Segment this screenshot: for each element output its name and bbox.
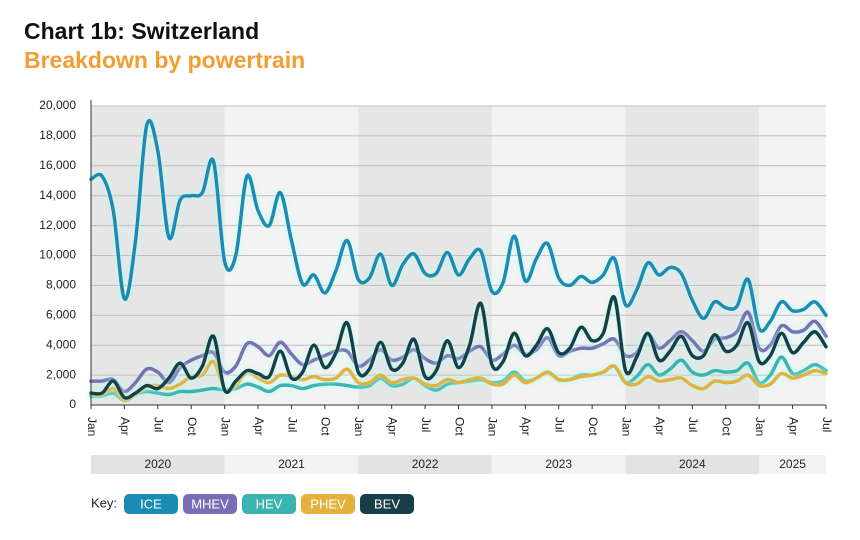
- year-label: 2024: [679, 457, 706, 471]
- legend-title: Key:: [91, 495, 117, 510]
- x-tick-label: Jan: [619, 417, 633, 436]
- x-tick-label: Jul: [686, 417, 700, 432]
- year-row-band: [91, 455, 225, 474]
- year-label: 2025: [779, 457, 806, 471]
- lines: [89, 118, 828, 403]
- year-row-band: [759, 455, 826, 474]
- y-tick-label: 8,000: [46, 278, 76, 292]
- x-tick-label: Oct: [452, 417, 466, 436]
- y-tick-label: 16,000: [39, 158, 76, 172]
- year-row-band: [358, 455, 492, 474]
- series-line: [89, 310, 828, 394]
- y-tick-label: 12,000: [39, 218, 76, 232]
- y-tick-label: 10,000: [39, 248, 76, 262]
- chart-subtitle: Breakdown by powertrain: [24, 47, 305, 73]
- y-tick-label: 14,000: [39, 188, 76, 202]
- x-tick-label: Oct: [720, 417, 734, 436]
- legend-label: ICE: [140, 496, 162, 511]
- year-row-band: [224, 455, 359, 474]
- x-tick-label: Oct: [586, 417, 600, 436]
- x-tick-label: Apr: [386, 417, 400, 436]
- year-label: 2020: [144, 457, 171, 471]
- legend-swatch: [360, 494, 414, 514]
- x-tick-label: Jan: [753, 417, 767, 436]
- axes: 2020 2021 2022 2023 2024 2025 0 2,000 4,000 6,000…: [39, 98, 834, 471]
- legend-swatch: [242, 494, 296, 514]
- year-label: 2023: [545, 457, 572, 471]
- legend-label: BEV: [374, 496, 400, 511]
- year-row-band: [625, 455, 760, 474]
- y-tick-label: 18,000: [39, 128, 76, 142]
- x-tick-label: Jul: [820, 417, 834, 432]
- x-tick-label: Jan: [218, 417, 232, 436]
- x-tick-label: Jan: [486, 417, 500, 436]
- chart-title: Chart 1b: Switzerland: [24, 18, 259, 44]
- x-tick-label: Apr: [786, 417, 800, 436]
- y-tick-label: 6,000: [46, 307, 76, 321]
- x-tick-label: Jan: [352, 417, 366, 436]
- x-tick-label: Apr: [653, 417, 667, 436]
- legend-label: HEV: [256, 496, 283, 511]
- y-tick-label: 4,000: [46, 337, 76, 351]
- year-row-band: [491, 455, 626, 474]
- series-line: [89, 118, 828, 333]
- legend-swatch: [183, 494, 237, 514]
- legend-label: MHEV: [191, 496, 229, 511]
- x-tick-label: Jul: [553, 417, 567, 432]
- year-label: 2021: [278, 457, 305, 471]
- x-tick-label: Jan: [85, 417, 99, 436]
- legend-swatch: [301, 494, 355, 514]
- y-tick-label: 0: [69, 397, 76, 411]
- x-tick-label: Jul: [419, 417, 433, 432]
- legend-swatch: [124, 494, 178, 514]
- x-tick-label: Oct: [185, 417, 199, 436]
- y-tick-label: 20,000: [39, 98, 76, 112]
- x-tick-label: Oct: [319, 417, 333, 436]
- series-line: [89, 295, 828, 400]
- x-tick-label: Jul: [285, 417, 299, 432]
- legend-label: PHEV: [310, 496, 346, 511]
- legend: Key: ICE MHEV HEV PHEV BEV: [91, 494, 414, 514]
- x-tick-label: Apr: [519, 417, 533, 436]
- x-tick-label: Apr: [252, 417, 266, 436]
- series-line: [89, 359, 828, 403]
- x-tick-label: Apr: [118, 417, 132, 436]
- y-tick-label: 2,000: [46, 367, 76, 381]
- x-tick-label: Jul: [152, 417, 166, 432]
- year-label: 2022: [412, 457, 439, 471]
